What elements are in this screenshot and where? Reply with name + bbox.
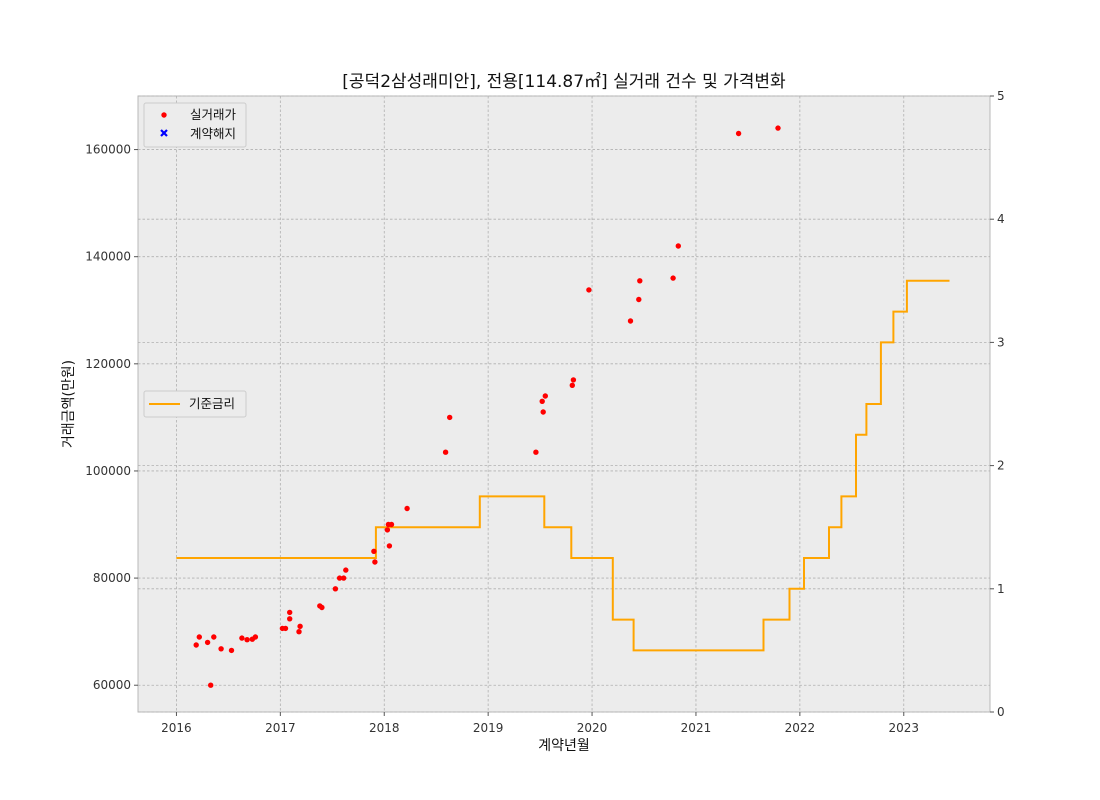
- deal-point: [388, 521, 395, 528]
- deal-point: [193, 642, 199, 648]
- deal-point: [204, 639, 211, 646]
- x-axis-ticks: 2016 2017 2018 2019 2020 2021 2022 2023: [161, 712, 919, 735]
- y-tick-label: 80000: [93, 571, 131, 585]
- legend-box: [143, 390, 247, 418]
- deal-point: [282, 625, 289, 632]
- deal-point: [296, 629, 302, 635]
- x-tick-label: 2017: [265, 721, 296, 735]
- y2-axis-ticks: 0 1 2 3 4 5: [990, 89, 1005, 719]
- deal-point: [586, 287, 592, 293]
- y-tick-label: 60000: [93, 678, 131, 692]
- chart-title: [공덕2삼성래미안], 전용[114.87㎡] 실거래 건수 및 가격변화: [342, 72, 786, 92]
- y-tick-label: 120000: [85, 357, 131, 371]
- y2-tick-label: 2: [997, 459, 1005, 473]
- deal-point: [208, 682, 214, 688]
- deal-point: [675, 243, 681, 249]
- y2-tick-label: 4: [997, 212, 1005, 226]
- x-tick-label: 2016: [161, 721, 192, 735]
- deal-point: [244, 637, 250, 643]
- plot-area: [137, 95, 991, 713]
- legend-marker-cancel: [160, 129, 168, 137]
- legend-marker-deal: [161, 112, 167, 118]
- deal-point: [442, 449, 449, 455]
- x-tick-label: 2023: [888, 721, 919, 735]
- deal-point: [627, 318, 634, 324]
- y2-tick-label: 0: [997, 705, 1005, 719]
- grid: [138, 95, 990, 713]
- deal-point: [252, 634, 259, 640]
- legend-center-left: 기준금리: [143, 390, 247, 418]
- y-axis-ticks: 60000 80000 100000 120000 140000 160000: [85, 143, 138, 692]
- legend-box: [143, 102, 247, 148]
- deal-point: [637, 278, 643, 284]
- deal-point: [287, 616, 293, 622]
- deal-point: [196, 634, 202, 640]
- deal-point: [211, 634, 217, 640]
- deal-point: [297, 623, 303, 629]
- legend-label-cancel: 계약해지: [190, 126, 236, 141]
- deal-point: [287, 609, 293, 616]
- deal-point: [384, 527, 391, 533]
- deal-point: [447, 414, 453, 421]
- legend-label-rate: 기준금리: [189, 396, 235, 411]
- deal-point: [670, 275, 676, 281]
- x-tick-label: 2018: [369, 721, 400, 735]
- deal-point: [775, 125, 781, 131]
- deal-point: [735, 130, 742, 137]
- y-tick-label: 140000: [85, 250, 131, 264]
- x-axis-label: 계약년월: [538, 738, 590, 754]
- deal-point: [636, 296, 642, 303]
- deal-point: [404, 505, 410, 512]
- deal-point: [371, 548, 377, 554]
- deal-point: [239, 635, 245, 641]
- deal-point: [533, 449, 539, 455]
- y2-tick-label: 3: [997, 335, 1005, 349]
- x-tick-label: 2021: [681, 721, 712, 735]
- y2-tick-label: 5: [997, 89, 1005, 103]
- x-tick-label: 2020: [577, 721, 608, 735]
- deal-point: [570, 377, 577, 383]
- deal-point: [540, 409, 546, 415]
- deal-point: [343, 567, 349, 573]
- deal-point: [228, 647, 235, 654]
- deal-point: [332, 586, 339, 592]
- deal-point: [218, 646, 224, 652]
- y-tick-label: 100000: [85, 464, 131, 478]
- y-tick-label: 160000: [85, 143, 131, 157]
- deal-point: [372, 559, 378, 565]
- deal-point: [386, 543, 393, 549]
- deal-point: [319, 604, 325, 611]
- deal-point: [336, 575, 343, 581]
- rate-step-line: [176, 279, 950, 652]
- x-tick-label: 2022: [785, 721, 816, 735]
- y2-tick-label: 1: [997, 582, 1005, 596]
- deal-point: [569, 382, 575, 388]
- y-axis-label: 거래금액(만원): [61, 360, 77, 448]
- deal-series: [193, 125, 781, 688]
- rate-series: [176, 279, 950, 652]
- x-tick-label: 2019: [473, 721, 504, 735]
- deal-point: [539, 398, 545, 404]
- legend-label-deal: 실거래가: [190, 107, 237, 122]
- deal-point: [341, 575, 347, 581]
- deal-point: [542, 393, 548, 399]
- legend-upper-left: 실거래가 계약해지: [143, 102, 247, 148]
